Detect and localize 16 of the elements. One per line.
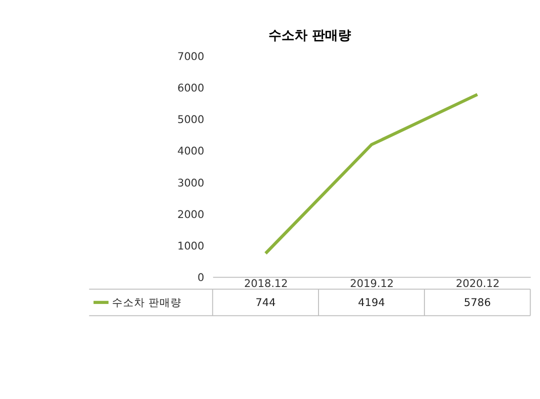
y-tick-label: 3000 bbox=[177, 177, 205, 190]
x-tick-label: 2018.12 bbox=[244, 278, 288, 290]
x-tick-label: 2020.12 bbox=[456, 278, 500, 290]
legend-label: 수소차 판매량 bbox=[112, 296, 182, 309]
y-tick-label: 6000 bbox=[177, 82, 205, 95]
y-tick-label: 0 bbox=[198, 272, 205, 284]
data-label: 4194 bbox=[358, 296, 386, 309]
data-label: 5786 bbox=[464, 296, 492, 309]
x-tick-label: 2019.12 bbox=[350, 278, 394, 290]
y-tick-label: 5000 bbox=[177, 114, 205, 126]
y-tick-label: 7000 bbox=[177, 51, 205, 64]
y-tick-label: 1000 bbox=[177, 240, 205, 252]
data-label: 744 bbox=[255, 296, 276, 309]
chart-title: 수소차 판매량 bbox=[268, 28, 352, 44]
y-tick-label: 2000 bbox=[177, 208, 205, 221]
y-tick-label: 4000 bbox=[177, 146, 205, 158]
